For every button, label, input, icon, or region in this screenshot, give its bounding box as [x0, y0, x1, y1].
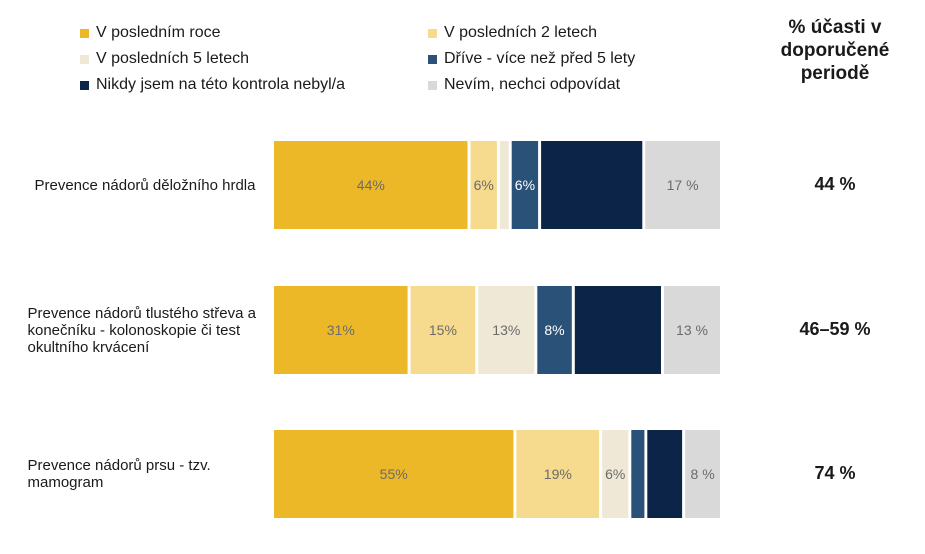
data-label: 17 %	[667, 177, 699, 193]
bar-segment	[470, 141, 497, 229]
data-label: 6%	[515, 177, 535, 193]
data-label: 8%	[544, 322, 564, 338]
legend-label: V posledních 5 letech	[96, 50, 249, 67]
category-label: Prevence nádorů prsu - tzv. mamogram	[20, 430, 270, 518]
legend-swatch	[80, 54, 89, 64]
bar-segment	[645, 141, 720, 229]
legend-label: V posledních 2 letech	[444, 24, 597, 41]
participation-value: 46–59 %	[799, 319, 871, 339]
legend-item: Nevím, nechci odpovídat	[428, 76, 620, 94]
bar-segment	[574, 286, 661, 374]
category-label: Prevence nádorů tlustého střeva a konečn…	[20, 286, 270, 374]
legend-swatch	[428, 28, 437, 38]
legend-item: Dříve - více než před 5 lety	[428, 50, 635, 68]
data-label: 44%	[357, 177, 385, 193]
bar-segment	[511, 141, 539, 229]
bar-segment	[478, 286, 535, 374]
data-label: 13%	[492, 322, 520, 338]
bar-segment	[274, 430, 514, 518]
legend-item: V posledních 2 letech	[428, 24, 597, 42]
legend-swatch	[428, 80, 437, 90]
data-label: 31%	[327, 322, 355, 338]
category-label: Prevence nádorů děložního hrdla	[20, 141, 270, 229]
bar-segment	[516, 430, 600, 518]
legend-label: Dříve - více než před 5 lety	[444, 50, 636, 67]
legend-label: Nevím, nechci odpovídat	[444, 76, 621, 93]
legend-swatch	[428, 54, 437, 64]
legend-swatch	[80, 80, 89, 90]
data-label: 8 %	[691, 466, 715, 482]
data-label: 15%	[429, 322, 457, 338]
bar-segment	[631, 430, 645, 518]
bar-segment	[499, 141, 509, 229]
category-label-text: Prevence nádorů děložního hrdla	[34, 176, 256, 194]
data-label: 55%	[380, 466, 408, 482]
bar-segment	[647, 430, 683, 518]
legend-swatch	[80, 28, 89, 38]
legend-label: V posledním roce	[96, 24, 221, 41]
legend: V posledním roce V posledních 2 letech V p…	[80, 24, 740, 108]
category-label-text: Prevence nádorů prsu - tzv. mamogram	[27, 457, 211, 491]
bar-segment	[602, 430, 629, 518]
legend-item: V posledním roce	[80, 24, 221, 42]
participation-value: 74 %	[814, 463, 856, 483]
bar-segment	[410, 286, 476, 374]
bar-segment	[274, 286, 408, 374]
bar-segment	[537, 286, 572, 374]
legend-label: Nikdy jsem na této kontrola nebyl/a	[96, 76, 346, 93]
data-label: 19%	[544, 466, 572, 482]
legend-item: V posledních 5 letech	[80, 50, 249, 68]
bar-segment	[664, 286, 720, 374]
bar-segment	[685, 430, 720, 518]
participation-header: % účasti v doporučené periodě	[780, 17, 890, 84]
data-label: 6%	[474, 177, 494, 193]
legend-item: Nikdy jsem na této kontrola nebyl/a	[80, 76, 345, 94]
category-label-text: Prevence nádorů tlustého střeva a konečn…	[27, 304, 256, 356]
bar-segment	[541, 141, 643, 229]
bar-segment	[274, 141, 468, 229]
participation-value: 44 %	[814, 174, 856, 194]
data-label: 6%	[605, 466, 625, 482]
data-label: 13 %	[676, 322, 708, 338]
